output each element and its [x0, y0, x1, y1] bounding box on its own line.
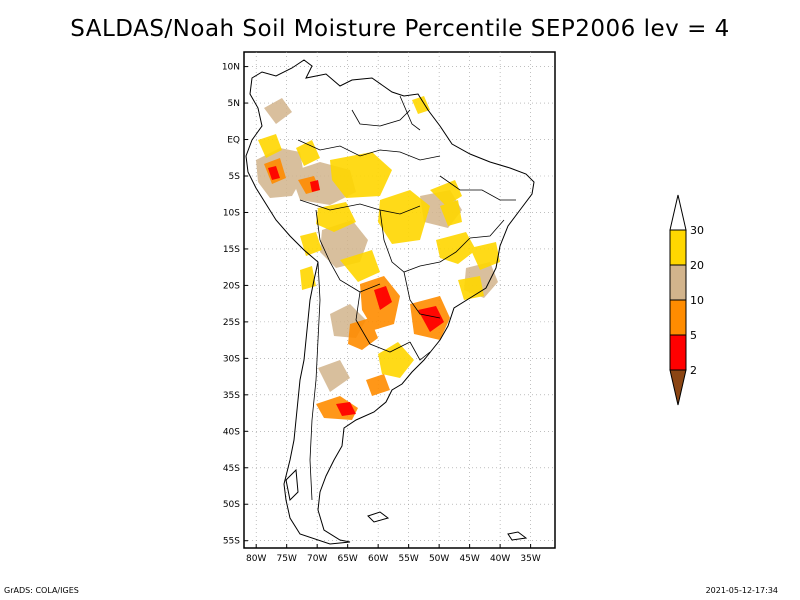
- axis-tick-labels: 10N 5N EQ 5S 10S 15S 20S 25S 30S 35S 40S 45S 50S 55S 8…: [222, 63, 541, 564]
- footer-credit: GrADS: COLA/IGES: [4, 586, 79, 595]
- legend-label-30: 30: [690, 224, 704, 237]
- lat-tick-label: 30S: [223, 354, 240, 364]
- lon-tick-label: 60W: [368, 554, 388, 564]
- lat-tick-label: EQ: [227, 136, 240, 146]
- lon-tick-label: 35W: [520, 554, 540, 564]
- lat-tick-label: 20S: [223, 281, 240, 291]
- lat-tick-label: 5N: [228, 99, 240, 109]
- coastline: [245, 59, 535, 545]
- legend-label-5: 5: [690, 329, 697, 342]
- lat-tick-label: 15S: [223, 245, 240, 255]
- legend-swatch-above-30: [669, 194, 687, 231]
- lat-tick-label: 40S: [223, 427, 240, 437]
- footer-timestamp: 2021-05-12-17:34: [705, 586, 778, 595]
- legend-swatch-2-5: [669, 334, 687, 371]
- map-title: SALDAS/Noah Soil Moisture Percentile SEP…: [70, 16, 730, 42]
- legend-label-20: 20: [690, 259, 704, 272]
- lon-tick-label: 45W: [459, 554, 479, 564]
- legend-swatch-5-10: [669, 299, 687, 336]
- lon-tick-label: 65W: [337, 554, 357, 564]
- soil-moisture-shading: [256, 96, 500, 420]
- lat-tick-label: 5S: [229, 172, 241, 182]
- lon-tick-label: 40W: [490, 554, 510, 564]
- legend-swatch-20-30: [669, 229, 687, 266]
- legend-label-10: 10: [690, 294, 704, 307]
- lat-tick-label: 55S: [223, 537, 240, 547]
- lat-tick-label: 35S: [223, 391, 240, 401]
- lat-tick-label: 10S: [223, 208, 240, 218]
- lon-tick-label: 55W: [398, 554, 418, 564]
- lon-tick-label: 75W: [277, 554, 297, 564]
- legend-swatch-below-2: [669, 369, 687, 406]
- lon-tick-label: 50W: [429, 554, 449, 564]
- lat-tick-label: 45S: [223, 464, 240, 474]
- map-frame: [243, 51, 556, 549]
- lat-tick-label: 50S: [223, 500, 240, 510]
- lat-tick-label: 10N: [222, 63, 240, 73]
- country-borders: [297, 95, 516, 501]
- lon-tick-label: 70W: [307, 554, 327, 564]
- legend-swatch-10-20: [669, 264, 687, 301]
- legend-label-2: 2: [690, 364, 697, 377]
- color-legend: 30 20 10 5 2: [669, 194, 704, 406]
- lon-tick-label: 80W: [246, 554, 266, 564]
- lat-tick-label: 25S: [223, 318, 240, 328]
